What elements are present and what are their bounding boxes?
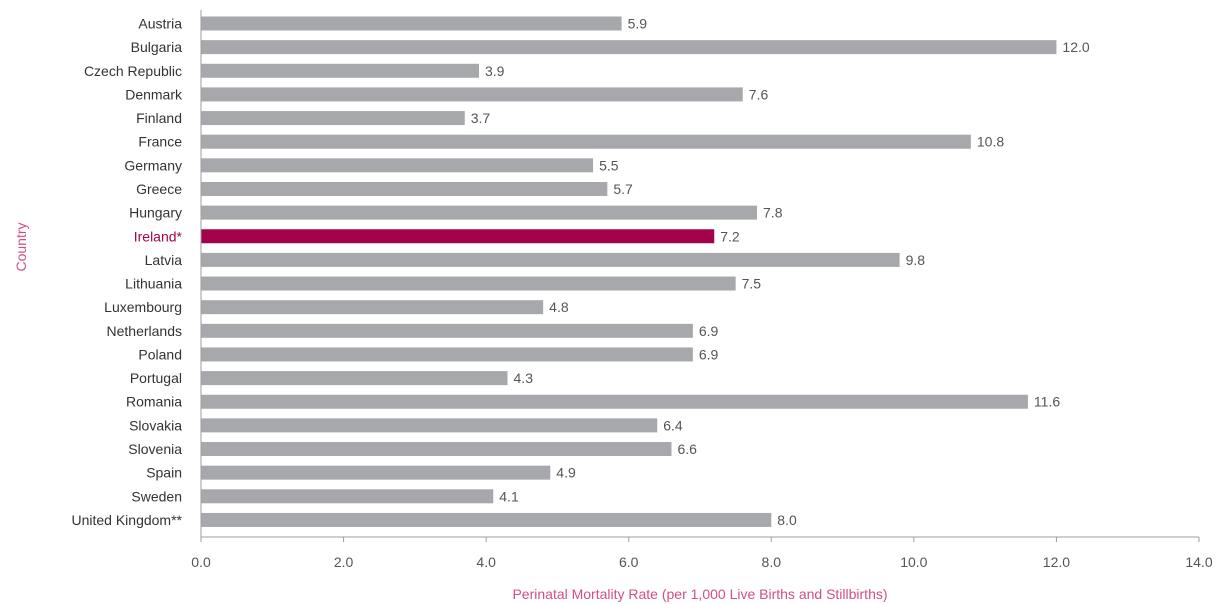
value-label-germany: 5.5 xyxy=(599,157,619,173)
bar-lithuania xyxy=(201,276,736,291)
axes-group xyxy=(200,10,1199,538)
category-label-hungary: Hungary xyxy=(129,205,182,221)
bar-slovakia xyxy=(201,418,658,433)
value-label-ireland: 7.2 xyxy=(720,228,740,244)
category-label-greece: Greece xyxy=(136,181,182,197)
x-tick-label: 2.0 xyxy=(334,554,354,570)
bar-czech-republic xyxy=(201,63,480,78)
value-label-denmark: 7.6 xyxy=(749,86,769,102)
x-tick-label: 6.0 xyxy=(619,554,639,570)
bar-denmark xyxy=(201,87,743,102)
value-label-luxembourg: 4.8 xyxy=(549,299,569,315)
value-label-slovenia: 6.6 xyxy=(677,441,697,457)
value-label-united-kingdom: 8.0 xyxy=(777,512,797,528)
value-label-bulgaria: 12.0 xyxy=(1062,39,1089,55)
category-label-netherlands: Netherlands xyxy=(107,323,183,339)
bar-greece xyxy=(201,181,608,196)
bar-united-kingdom xyxy=(201,512,772,527)
x-tick-label: 12.0 xyxy=(1043,554,1070,570)
category-label-denmark: Denmark xyxy=(125,86,183,102)
x-tick-label: 10.0 xyxy=(900,554,927,570)
category-label-finland: Finland xyxy=(136,110,182,126)
category-label-ireland: Ireland* xyxy=(134,228,183,244)
bar-luxembourg xyxy=(201,300,544,315)
x-tick-label: 4.0 xyxy=(476,554,496,570)
bar-finland xyxy=(201,111,465,126)
value-label-france: 10.8 xyxy=(977,134,1004,150)
category-label-france: France xyxy=(138,134,182,150)
category-label-romania: Romania xyxy=(126,394,182,410)
x-tick-label: 0.0 xyxy=(191,554,211,570)
value-label-netherlands: 6.9 xyxy=(699,323,719,339)
category-label-austria: Austria xyxy=(138,16,182,32)
bar-slovenia xyxy=(201,442,672,457)
value-labels-group: 5.9 12.0 3.9 7.6 3.7 10.8 5.5 5.7 7.8 7.2 9.8 7.5 4.… xyxy=(471,16,1090,528)
x-tick-label: 8.0 xyxy=(762,554,782,570)
y-axis-title: Country xyxy=(13,222,29,271)
value-label-spain: 4.9 xyxy=(556,465,576,481)
value-label-romania: 11.6 xyxy=(1034,394,1060,410)
value-label-lithuania: 7.5 xyxy=(742,276,762,292)
bar-sweden xyxy=(201,489,494,504)
value-label-portugal: 4.3 xyxy=(514,370,534,386)
category-labels-group: Austria Bulgaria Czech Republic Denmark Finl… xyxy=(71,16,183,528)
category-label-slovenia: Slovenia xyxy=(128,441,182,457)
x-axis-title: Perinatal Mortality Rate (per 1,000 Live… xyxy=(512,586,887,602)
category-label-czech-republic: Czech Republic xyxy=(84,63,182,79)
bar-netherlands xyxy=(201,323,693,338)
category-label-bulgaria: Bulgaria xyxy=(131,39,183,55)
value-label-latvia: 9.8 xyxy=(906,252,926,268)
bar-austria xyxy=(201,16,622,31)
bar-germany xyxy=(201,158,594,173)
bar-spain xyxy=(201,465,551,480)
bar-latvia xyxy=(201,252,900,267)
value-label-greece: 5.7 xyxy=(613,181,633,197)
bar-ireland xyxy=(201,229,715,244)
category-label-germany: Germany xyxy=(124,157,182,173)
category-label-spain: Spain xyxy=(146,465,182,481)
category-label-portugal: Portugal xyxy=(130,370,182,386)
value-label-czech-republic: 3.9 xyxy=(485,63,505,79)
value-label-poland: 6.9 xyxy=(699,346,719,362)
bars-group xyxy=(201,16,1057,527)
category-label-sweden: Sweden xyxy=(131,488,182,504)
x-ticks-group: 0.0 2.0 4.0 6.0 8.0 10.0 12.0 14.0 xyxy=(191,537,1213,570)
value-label-hungary: 7.8 xyxy=(763,205,783,221)
bar-romania xyxy=(201,394,1028,409)
value-label-austria: 5.9 xyxy=(628,16,648,32)
category-label-slovakia: Slovakia xyxy=(129,417,182,433)
bar-bulgaria xyxy=(201,40,1057,55)
bar-portugal xyxy=(201,371,508,386)
bar-france xyxy=(201,134,971,149)
bar-hungary xyxy=(201,205,758,220)
value-label-slovakia: 6.4 xyxy=(663,417,683,433)
bar-poland xyxy=(201,347,693,362)
category-label-united-kingdom: United Kingdom** xyxy=(71,512,182,528)
category-label-poland: Poland xyxy=(138,346,182,362)
value-label-sweden: 4.1 xyxy=(499,488,519,504)
category-label-luxembourg: Luxembourg xyxy=(104,299,182,315)
category-label-latvia: Latvia xyxy=(145,252,183,268)
value-label-finland: 3.7 xyxy=(471,110,491,126)
category-label-lithuania: Lithuania xyxy=(125,276,182,292)
x-tick-label: 14.0 xyxy=(1185,554,1212,570)
